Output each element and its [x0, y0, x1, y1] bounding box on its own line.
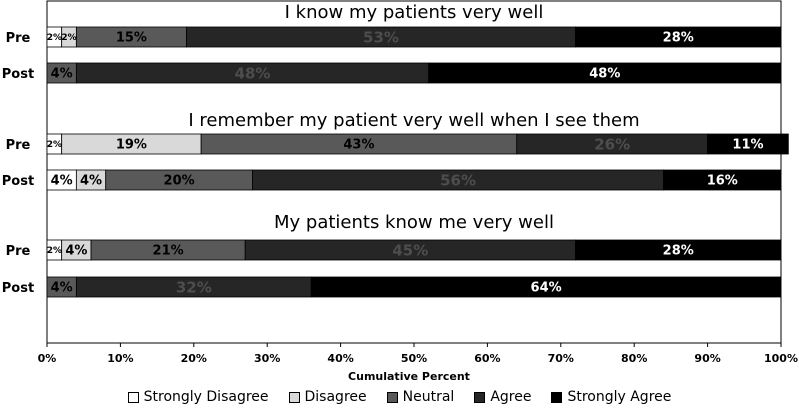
data-label: 45% [392, 241, 428, 259]
data-label: 2% [47, 33, 62, 43]
data-label: 2% [61, 33, 76, 43]
row-label: Pre [6, 138, 31, 153]
legend-item: Strongly Disagree [127, 389, 269, 405]
bar-segment [575, 26, 782, 48]
x-tick-label: 20% [181, 352, 207, 365]
data-label: 26% [594, 135, 630, 153]
group-title: My patients know me very well [274, 212, 554, 233]
x-tick-label: 90% [694, 352, 720, 365]
legend-label: Strongly Disagree [143, 389, 269, 405]
legend-swatch [127, 391, 139, 403]
data-label: 48% [235, 64, 271, 82]
legend-swatch [288, 391, 300, 403]
data-label: 56% [440, 171, 476, 189]
bar-segment [707, 133, 789, 155]
x-tick-label: 10% [107, 352, 133, 365]
chart-legend: Strongly Disagree Disagree Neutral Agree Str… [0, 386, 799, 408]
legend-swatch [386, 391, 398, 403]
data-label: 15% [116, 31, 147, 46]
x-tick-label: 30% [254, 352, 280, 365]
bar-segment [575, 239, 782, 261]
x-tick-label: 70% [548, 352, 574, 365]
data-label: 32% [176, 278, 212, 296]
data-label: 28% [663, 31, 694, 46]
data-label: 48% [589, 67, 620, 82]
legend-item: Neutral [386, 389, 455, 405]
data-label: 4% [51, 281, 73, 296]
x-tick-label: 0% [38, 352, 57, 365]
x-axis-label: Cumulative Percent [348, 370, 470, 383]
row-label: Post [2, 67, 34, 82]
legend-item: Strongly Agree [551, 389, 671, 405]
data-label: 11% [732, 138, 763, 153]
data-label: 4% [51, 174, 73, 189]
x-tick-label: 80% [621, 352, 647, 365]
legend-item: Agree [474, 389, 531, 405]
data-label: 43% [343, 138, 374, 153]
legend-label: Strongly Agree [567, 389, 672, 405]
data-label: 4% [51, 67, 73, 82]
data-label: 64% [531, 281, 562, 296]
row-label: Post [2, 281, 34, 296]
legend-swatch [551, 391, 563, 403]
legend-item: Disagree [288, 389, 367, 405]
legend-label: Neutral [402, 389, 455, 405]
group-title: I remember my patient very well when I s… [188, 110, 639, 131]
group-title: I know my patients very well [285, 2, 544, 23]
data-label: 4% [65, 244, 87, 259]
data-label: 2% [47, 140, 62, 150]
data-label: 4% [80, 174, 102, 189]
data-label: 53% [363, 28, 399, 46]
bar-segment [428, 62, 782, 84]
bar-segment [310, 276, 782, 298]
bar-segment [663, 169, 782, 191]
data-label: 19% [116, 138, 147, 153]
x-tick-label: 100% [764, 352, 798, 365]
row-label: Post [2, 174, 34, 189]
legend-label: Disagree [304, 389, 367, 405]
row-label: Pre [6, 244, 31, 259]
legend-label: Agree [490, 389, 532, 405]
data-label: 20% [164, 174, 195, 189]
x-tick-label: 60% [474, 352, 500, 365]
x-tick-label: 50% [401, 352, 427, 365]
row-label: Pre [6, 31, 31, 46]
data-label: 28% [663, 244, 694, 259]
data-label: 16% [707, 174, 738, 189]
legend-swatch [474, 391, 486, 403]
data-label: 2% [47, 246, 62, 256]
x-tick-label: 40% [327, 352, 353, 365]
data-label: 21% [153, 244, 184, 259]
